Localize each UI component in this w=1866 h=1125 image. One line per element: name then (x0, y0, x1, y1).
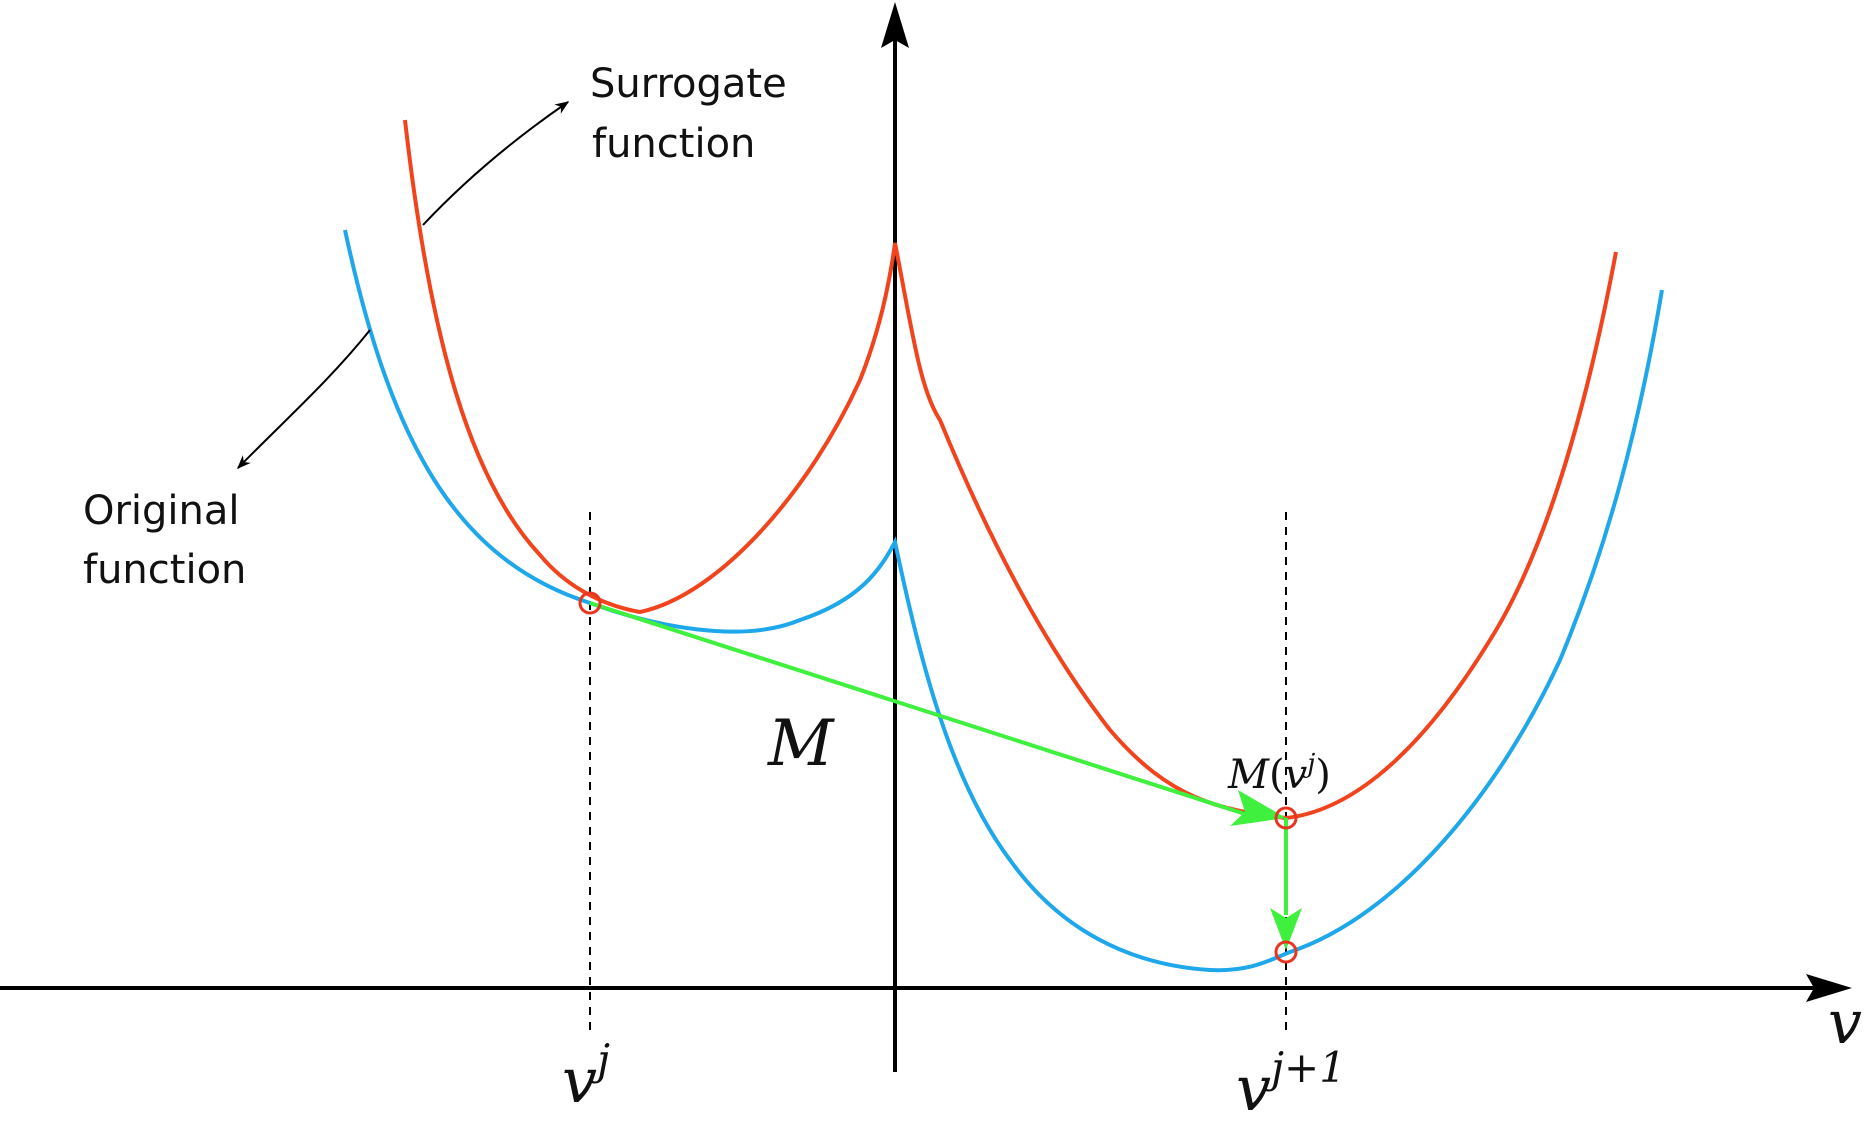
point-v-j-marker (578, 591, 602, 615)
surrogate-label-line2: function (592, 121, 755, 167)
v-j1-sup: j+1 (1263, 1043, 1346, 1092)
point-v-j1-marker (1274, 940, 1298, 964)
original-callout-arrow (237, 329, 371, 470)
original-label-line2: function (83, 547, 246, 593)
mapping-point-label: M(vj) (1227, 749, 1331, 798)
x-axis-arrow-icon (1806, 974, 1852, 1002)
original-label-line1: Original (83, 488, 240, 534)
v-j-base: v (562, 1044, 597, 1117)
surrogate-label-line1: Surrogate (590, 61, 787, 107)
v-j-label: vj (562, 1035, 610, 1117)
mapping-label: M (767, 707, 835, 781)
y-axis-arrow-icon (881, 2, 909, 48)
v-j1-label: vj+1 (1236, 1043, 1346, 1125)
mapping-point-prefix: M (1227, 752, 1270, 798)
mapping-point-var: v (1285, 752, 1308, 798)
mapping-point-close: ) (1315, 752, 1331, 798)
original-function-curve (343, 229, 1664, 973)
axis-variable-label: v (1828, 988, 1862, 1058)
v-j1-base: v (1236, 1052, 1271, 1125)
step-arrow-to-minimum (589, 601, 1246, 816)
mapping-point-open: ( (1269, 752, 1285, 798)
step-arrow-down-head-icon (1270, 908, 1302, 950)
surrogate-callout-arrow (422, 101, 570, 226)
step-arrow-head-icon (1230, 790, 1286, 826)
surrogate-function-curve (403, 119, 1618, 821)
point-surrogate-min-marker (1274, 806, 1298, 830)
